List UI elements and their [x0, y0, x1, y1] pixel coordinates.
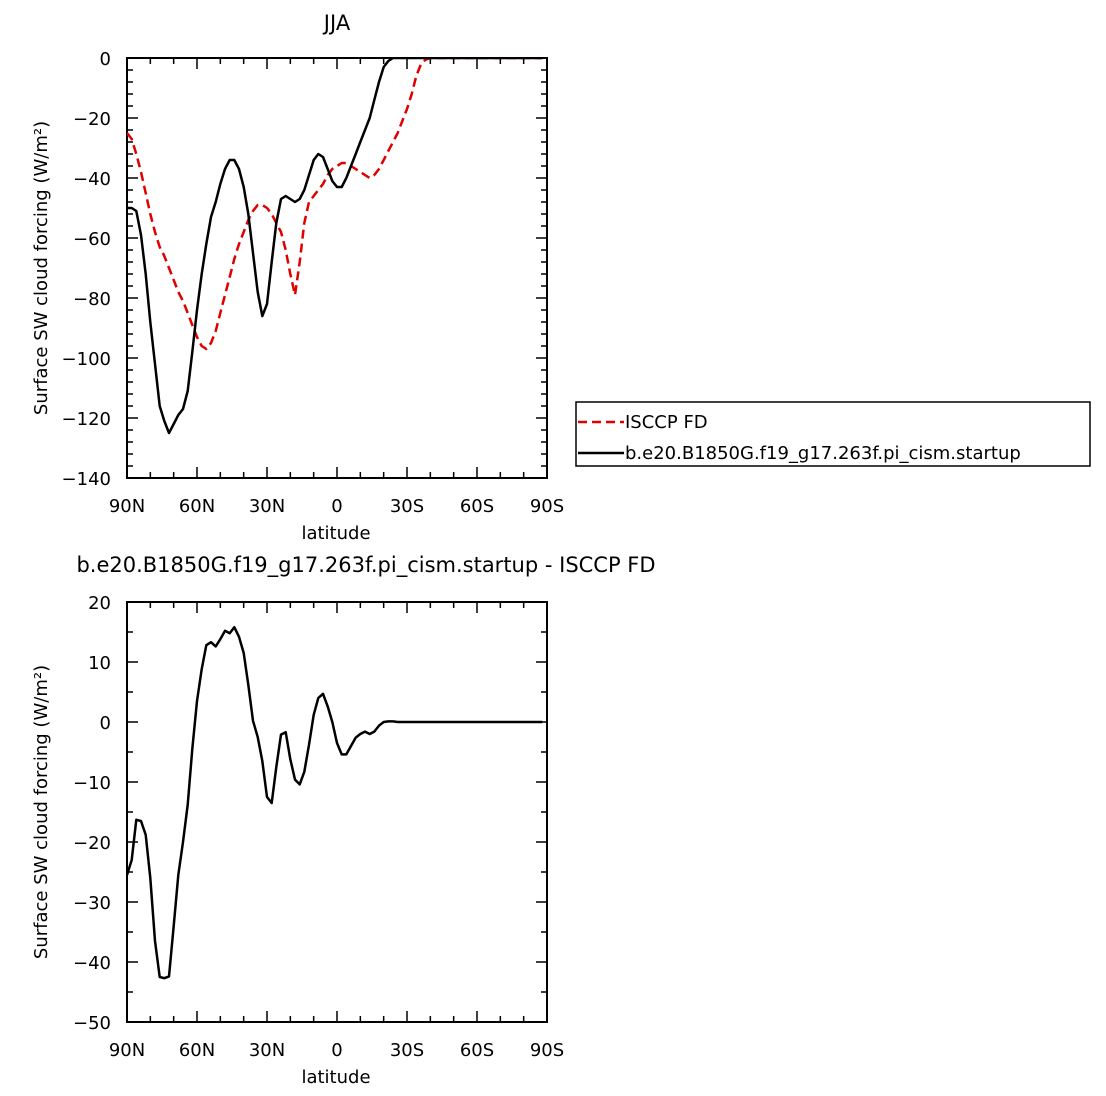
y-tick-label: −80	[73, 289, 111, 310]
legend-box	[575, 401, 1091, 467]
y-tick-label: −30	[73, 893, 111, 914]
chart-title: b.e20.B1850G.f19_g17.263f.pi_cism.startu…	[76, 553, 655, 578]
y-axis-label: Surface SW cloud forcing (W/m²)	[31, 665, 52, 959]
x-tick-label: 30N	[249, 496, 285, 517]
y-axis-label: Surface SW cloud forcing (W/m²)	[31, 121, 52, 415]
y-tick-label: −140	[62, 469, 111, 490]
x-tick-label: 30S	[390, 496, 424, 517]
legend-label: ISCCP FD	[625, 412, 708, 433]
x-tick-label: 90S	[530, 1040, 564, 1061]
y-tick-label: −50	[73, 1013, 111, 1034]
x-tick-label: 90N	[109, 1040, 145, 1061]
y-tick-label: 20	[88, 593, 111, 614]
x-tick-label: 30S	[390, 1040, 424, 1061]
x-tick-label: 30N	[249, 1040, 285, 1061]
x-tick-label: 90N	[109, 496, 145, 517]
y-tick-label: 0	[100, 713, 111, 734]
y-tick-label: −10	[73, 773, 111, 794]
x-tick-label: 60S	[460, 496, 494, 517]
y-tick-label: −20	[73, 109, 111, 130]
bottom-panel-chart: b.e20.B1850G.f19_g17.263f.pi_cism.startu…	[31, 553, 656, 1088]
plot-frame	[126, 601, 548, 1023]
x-axis-label: latitude	[301, 523, 370, 544]
y-tick-label: −60	[73, 229, 111, 250]
y-tick-label: −100	[62, 349, 111, 370]
series-line-isccp-fd	[127, 58, 543, 351]
y-tick-label: −40	[73, 953, 111, 974]
legend-label: b.e20.B1850G.f19_g17.263f.pi_cism.startu…	[625, 443, 1021, 464]
series-line-model	[127, 58, 543, 435]
plot-frame	[126, 57, 548, 479]
y-tick-label: −20	[73, 833, 111, 854]
x-axis-label: latitude	[301, 1067, 370, 1088]
x-tick-label: 0	[331, 496, 342, 517]
series-line-model	[127, 625, 543, 980]
x-tick-label: 90S	[530, 496, 564, 517]
x-tick-label: 0	[331, 1040, 342, 1061]
chart-title: JJA	[322, 11, 351, 35]
y-tick-label: 0	[100, 49, 111, 70]
y-tick-label: −40	[73, 169, 111, 190]
chart-legend: ISCCP FD b.e20.B1850G.f19_g17.263f.pi_cis…	[575, 401, 1091, 467]
top-panel-chart: JJA 90N 60N 30N 0 30S 60S 90S 0 −20 −40 −60 −80 −100 −…	[31, 11, 1091, 544]
x-tick-label: 60N	[179, 1040, 215, 1061]
y-tick-label: −120	[62, 409, 111, 430]
y-tick-label: 10	[88, 653, 111, 674]
x-tick-label: 60N	[179, 496, 215, 517]
x-tick-label: 60S	[460, 1040, 494, 1061]
